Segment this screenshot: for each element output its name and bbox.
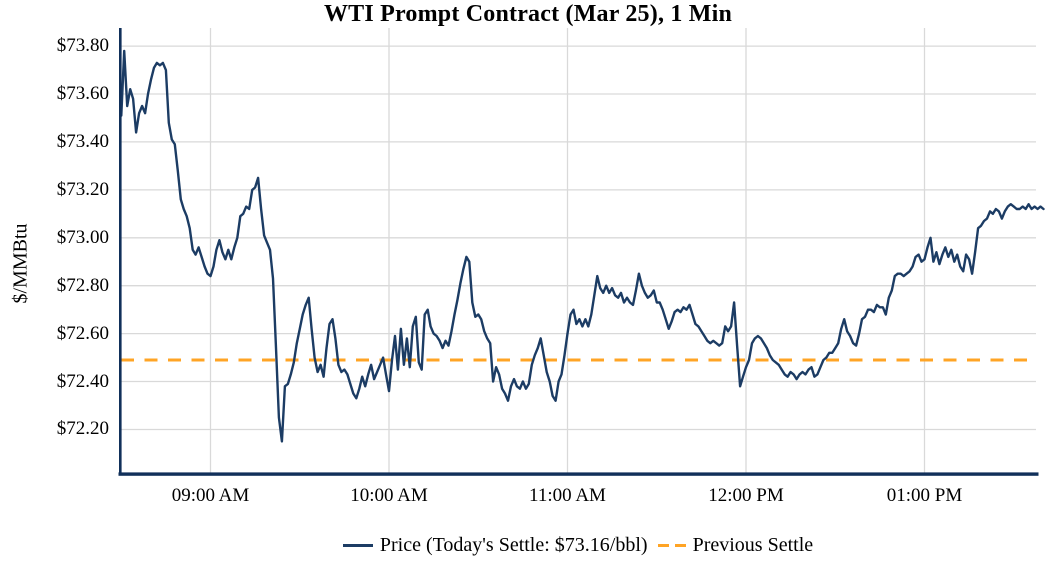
y-tick-label: $72.20 [56, 418, 109, 440]
legend: Price (Today's Settle: $73.16/bbl) Previ… [120, 534, 1036, 557]
x-tick-label: 10:00 AM [350, 485, 428, 506]
y-tick-label: $72.40 [56, 370, 109, 392]
x-tick-label: 01:00 PM [886, 485, 963, 506]
legend-item-price: Price (Today's Settle: $73.16/bbl) [342, 534, 648, 557]
price-line-swatch-icon [342, 544, 373, 547]
chart-title: WTI Prompt Contract (Mar 25), 1 Min [323, 1, 733, 27]
y-axis-spine [119, 28, 122, 475]
legend-price-label: Price (Today's Settle: $73.16/bbl) [379, 534, 648, 556]
previous-settle-dash-swatch-icon [657, 544, 686, 547]
x-axis-spine [118, 472, 1039, 476]
y-tick-label: $73.20 [56, 178, 109, 200]
y-tick-label: $73.40 [56, 130, 109, 152]
y-tick-label: $72.80 [56, 274, 109, 296]
y-tick-label: $73.60 [56, 83, 109, 105]
y-tick-label: $73.80 [56, 35, 109, 57]
legend-previous-settle-label: Previous Settle [692, 534, 814, 556]
price-line [120, 49, 1045, 443]
y-tick-label: $73.00 [56, 226, 109, 248]
x-tick-label: 12:00 PM [708, 485, 784, 506]
x-tick-label: 09:00 AM [171, 485, 250, 506]
x-tick-label: 11:00 AM [529, 485, 606, 506]
legend-item-previous-settle: Previous Settle [657, 534, 814, 557]
y-tick-label: $72.60 [56, 322, 109, 344]
